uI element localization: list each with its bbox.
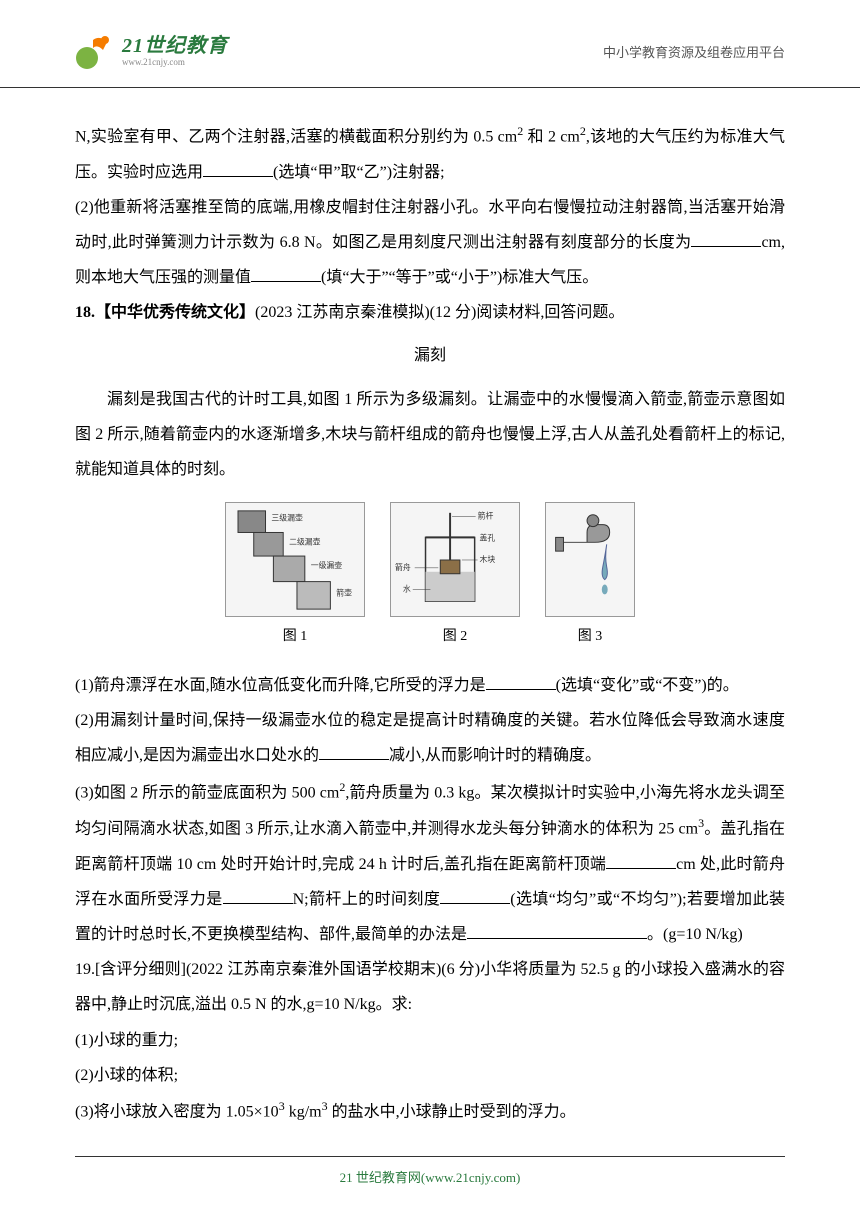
- paragraph-2: (2)他重新将活塞推至筒的底端,用橡皮帽封住注射器小孔。水平向右慢慢拉动注射器筒…: [75, 190, 785, 296]
- svg-text:盖孔: 盖孔: [480, 533, 496, 543]
- document-content: N,实验室有甲、乙两个注射器,活塞的横截面积分别约为 0.5 cm2 和 2 c…: [0, 118, 860, 1129]
- q19-part1: (1)小球的重力;: [75, 1023, 785, 1058]
- figure-1-image: 三级漏壶 二级漏壶 一级漏壶 箭壶: [225, 502, 365, 617]
- svg-text:箭杆: 箭杆: [478, 511, 494, 521]
- logo-area: 21世纪教育 www.21cnjy.com: [75, 30, 228, 72]
- svg-text:木块: 木块: [480, 554, 496, 564]
- q18-label: 18.【中华优秀传统文化】: [75, 304, 255, 321]
- blank-input: [319, 744, 389, 760]
- q19-part3: (3)将小球放入密度为 1.05×103 kg/m3 的盐水中,小球静止时受到的…: [75, 1093, 785, 1130]
- blank-input: [467, 923, 647, 939]
- blank-input: [251, 266, 321, 282]
- figures-row: 三级漏壶 二级漏壶 一级漏壶 箭壶 图 1 箭杆 盖孔: [75, 502, 785, 653]
- q18-part2: (2)用漏刻计量时间,保持一级漏壶水位的稳定是提高计时精确度的关键。若水位降低会…: [75, 703, 785, 773]
- blank-input: [223, 888, 293, 904]
- logo-text: 21世纪教育 www.21cnjy.com: [122, 36, 228, 67]
- page-header: 21世纪教育 www.21cnjy.com 中小学教育资源及组卷应用平台: [0, 0, 860, 88]
- paragraph-1: N,实验室有甲、乙两个注射器,活塞的横截面积分别约为 0.5 cm2 和 2 c…: [75, 118, 785, 190]
- q19-header: 19.[含评分细则](2022 江苏南京秦淮外国语学校期末)(6 分)小华将质量…: [75, 952, 785, 1022]
- blank-input: [440, 888, 510, 904]
- q18-part1: (1)箭舟漂浮在水面,随水位高低变化而升降,它所受的浮力是(选填“变化”或“不变…: [75, 668, 785, 703]
- figure-3: 图 3: [545, 502, 635, 653]
- svg-text:三级漏壶: 三级漏壶: [271, 513, 303, 523]
- q18-part3: (3)如图 2 所示的箭壶底面积为 500 cm2,箭舟质量为 0.3 kg。某…: [75, 774, 785, 953]
- blank-input: [486, 674, 556, 690]
- svg-text:箭壶: 箭壶: [336, 588, 352, 598]
- header-right-text: 中小学教育资源及组卷应用平台: [603, 42, 785, 61]
- fig1-caption: 图 1: [283, 622, 308, 653]
- blank-input: [691, 231, 761, 247]
- logo-icon: [75, 30, 117, 72]
- logo-sub-text: www.21cnjy.com: [122, 58, 228, 67]
- figure-1: 三级漏壶 二级漏壶 一级漏壶 箭壶 图 1: [225, 502, 365, 653]
- fig3-caption: 图 3: [578, 622, 603, 653]
- fig2-caption: 图 2: [443, 622, 468, 653]
- q19-part2: (2)小球的体积;: [75, 1058, 785, 1093]
- svg-text:二级漏壶: 二级漏壶: [289, 536, 321, 546]
- svg-text:箭舟: 箭舟: [395, 562, 411, 572]
- question-18-header: 18.【中华优秀传统文化】(2023 江苏南京秦淮模拟)(12 分)阅读材料,回…: [75, 295, 785, 330]
- blank-input: [606, 853, 676, 869]
- figure-3-image: [545, 502, 635, 617]
- figure-2: 箭杆 盖孔 木块 箭舟 水 图 2: [390, 502, 520, 653]
- figure-2-image: 箭杆 盖孔 木块 箭舟 水: [390, 502, 520, 617]
- svg-text:水: 水: [403, 584, 411, 594]
- svg-text:一级漏壶: 一级漏壶: [311, 560, 343, 570]
- logo-main-text: 21世纪教育: [122, 36, 228, 56]
- page-footer: 21 世纪教育网(www.21cnjy.com): [75, 1156, 785, 1186]
- blank-input: [203, 161, 273, 177]
- loke-paragraph: 漏刻是我国古代的计时工具,如图 1 所示为多级漏刻。让漏壶中的水慢慢滴入箭壶,箭…: [75, 382, 785, 488]
- loke-title: 漏刻: [75, 338, 785, 373]
